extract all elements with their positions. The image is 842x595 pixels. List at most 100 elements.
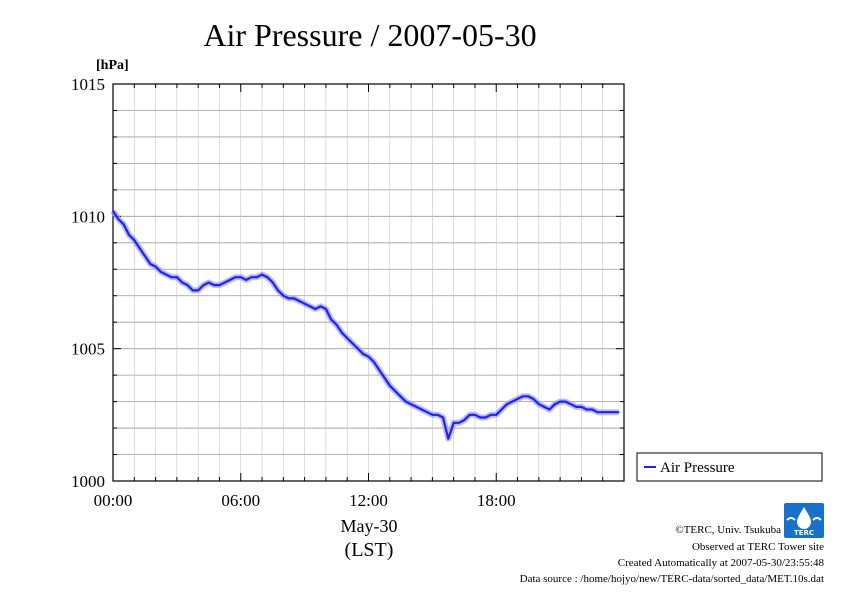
data-point (436, 413, 439, 416)
data-point (175, 276, 178, 279)
data-point (287, 297, 290, 300)
data-point (112, 210, 114, 212)
data-point (144, 255, 146, 257)
droplet-icon (797, 507, 811, 529)
data-point (388, 384, 391, 387)
data-point (202, 284, 205, 287)
data-point (553, 403, 556, 406)
data-point (218, 284, 221, 287)
data-point (383, 376, 386, 379)
data-point (458, 421, 460, 424)
data-point (314, 308, 317, 310)
y-tick-label: 1005 (71, 340, 105, 359)
data-point (207, 281, 210, 284)
data-point (234, 276, 237, 279)
y-tick-labels: 1000 1005 1010 1015 (71, 75, 105, 491)
data-point (181, 281, 184, 284)
data-point (229, 278, 232, 281)
data-point (452, 421, 455, 424)
legend: Air Pressure (636, 452, 823, 482)
x-tick-label: 00:00 (94, 491, 133, 510)
data-point (607, 411, 609, 414)
data-point (351, 342, 354, 345)
data-point (516, 398, 519, 400)
logo-text: TERC (794, 529, 814, 537)
data-point (154, 265, 157, 268)
data-point (617, 411, 620, 414)
data-point (569, 403, 572, 406)
data-point (128, 233, 130, 236)
data-point (447, 437, 450, 440)
data-point (532, 398, 535, 400)
data-point (378, 368, 381, 371)
data-point (521, 395, 524, 398)
data-point (399, 395, 402, 398)
created-text: Created Automatically at 2007-05-30/23:5… (618, 557, 825, 569)
data-point (133, 239, 136, 242)
data-point (500, 408, 503, 411)
time-zone-label: (LST) (345, 539, 394, 561)
data-point (404, 400, 407, 403)
data-point (277, 289, 279, 292)
data-point (591, 408, 593, 411)
data-point (426, 411, 428, 414)
legend-box (636, 452, 823, 482)
data-point (138, 247, 141, 249)
observed-text: Observed at TERC Tower site (692, 541, 824, 553)
data-point (420, 408, 423, 411)
axis-ticks (112, 83, 625, 482)
data-point (537, 403, 540, 406)
data-point (505, 403, 508, 406)
data-point (330, 318, 333, 321)
y-axis-unit-label: [hPa] (96, 58, 129, 73)
data-point (601, 411, 604, 414)
data-point (442, 416, 444, 419)
data-point (490, 413, 492, 416)
data-point (495, 413, 498, 416)
data-point (197, 289, 200, 292)
series-layer (110, 209, 620, 442)
data-point (468, 413, 471, 416)
data-point (474, 413, 476, 416)
data-point (559, 400, 562, 403)
data-point (394, 390, 397, 392)
data-point (564, 400, 567, 403)
data-point (271, 281, 274, 284)
data-point (335, 323, 338, 326)
data-point (367, 355, 370, 358)
source-text: Data source : /home/hojyo/new/TERC-data/… (520, 573, 824, 585)
data-point (479, 416, 482, 419)
date-label: May-30 (341, 516, 398, 536)
y-tick-label: 1015 (71, 75, 105, 94)
data-point (191, 289, 194, 292)
data-point (596, 411, 599, 414)
copyright-text: ©TERC, Univ. Tsukuba (675, 524, 781, 536)
data-point (463, 419, 466, 422)
terc-logo: TERC (784, 503, 824, 538)
series-line-halo (110, 209, 619, 442)
data-point (239, 276, 242, 279)
data-point (303, 302, 306, 305)
data-point (149, 263, 152, 265)
y-tick-label: 1000 (71, 472, 105, 491)
grid-lines (113, 84, 624, 481)
wave-icon (786, 517, 822, 521)
data-point (165, 273, 168, 276)
data-point (356, 347, 359, 350)
data-point (585, 408, 588, 411)
data-point (580, 405, 583, 408)
data-point (575, 405, 577, 408)
x-tick-labels: 00:00 06:00 12:00 18:00 (94, 491, 516, 510)
data-point (346, 337, 349, 339)
data-point (309, 305, 311, 308)
data-point (261, 273, 263, 276)
data-point (340, 331, 343, 334)
data-point (415, 405, 418, 408)
data-point (223, 281, 226, 284)
data-point (245, 278, 247, 281)
data-point (511, 400, 514, 403)
x-tick-label: 12:00 (349, 491, 388, 510)
data-point (362, 353, 365, 355)
data-point (548, 408, 551, 411)
